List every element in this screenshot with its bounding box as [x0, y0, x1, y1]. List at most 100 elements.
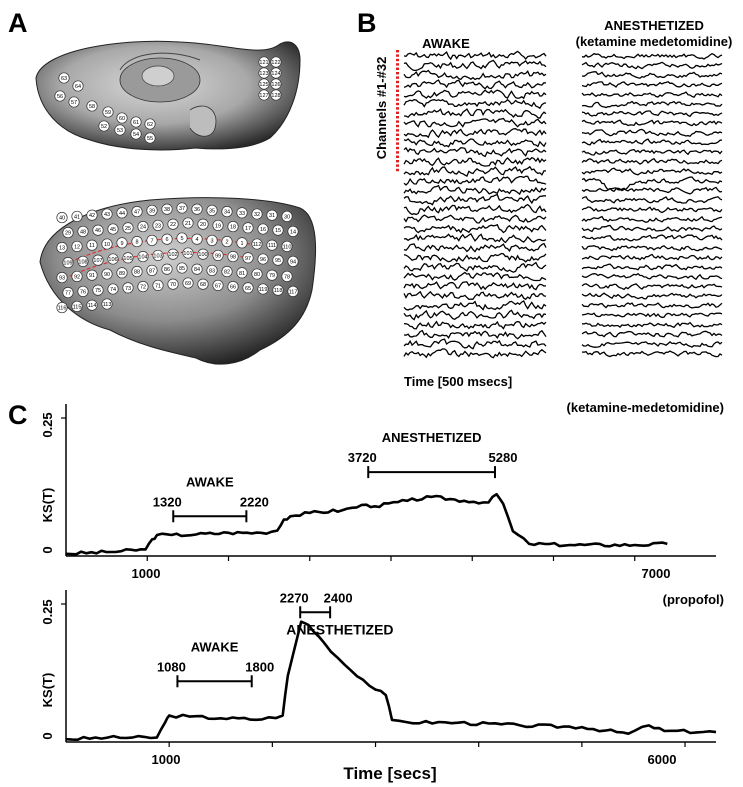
- ks-series-line: [65, 492, 668, 556]
- electrode-number: 3: [210, 238, 213, 244]
- x-tick-label-1000: 1000: [132, 566, 161, 581]
- electrode-number: 76: [80, 289, 86, 295]
- channel-trace: [581, 186, 723, 195]
- electrode-number: 116: [58, 306, 67, 312]
- electrode-number: 10: [104, 242, 110, 248]
- electrode-marker: 100: [197, 248, 209, 260]
- channel-marker: [396, 120, 399, 123]
- electrode-number: 90: [104, 272, 110, 278]
- ks-series-line: [65, 620, 717, 741]
- electrode-marker: 42: [86, 209, 98, 221]
- interval-marker: 1320 2220 AWAKE: [153, 474, 269, 523]
- channel-marker: [396, 54, 399, 57]
- electrode-number: 31: [269, 213, 275, 219]
- electrode-number: 6: [165, 237, 168, 243]
- channel-marker: [396, 168, 399, 172]
- electrode-marker: 61: [130, 116, 142, 128]
- electrode-marker: 21: [182, 217, 194, 229]
- electrode-number: 123: [259, 71, 268, 77]
- channel-marker: [396, 111, 399, 114]
- electrode-number: 106: [108, 257, 117, 263]
- electrode-marker: 84: [191, 263, 203, 275]
- channel-trace: [403, 338, 547, 350]
- electrode-marker: 58: [86, 100, 98, 112]
- electrode-number: 54: [133, 132, 139, 138]
- channel-trace: [581, 263, 723, 271]
- electrode-number: 20: [200, 222, 206, 228]
- electrode-marker: 19: [212, 219, 224, 231]
- electrode-marker: 11: [86, 239, 98, 251]
- channel-trace: [403, 79, 547, 90]
- channel-trace: [581, 341, 723, 348]
- electrode-marker: 122: [270, 56, 282, 68]
- interval-start-label: 2270: [280, 590, 309, 605]
- interval-end-label: 5280: [489, 450, 518, 465]
- electrode-number: 95: [275, 258, 281, 264]
- electrode-marker: 110: [281, 240, 293, 252]
- channel-trace: [403, 203, 547, 216]
- electrode-marker: 33: [236, 207, 248, 219]
- channel-trace: [581, 91, 723, 98]
- channel-trace: [403, 252, 547, 263]
- electrode-number: 37: [179, 206, 185, 212]
- electrode-marker: 67: [212, 279, 224, 291]
- electrode-number: 35: [209, 208, 215, 214]
- electrode-number: 108: [78, 259, 87, 265]
- electrode-number: 86: [164, 267, 170, 273]
- electrode-marker: 68: [197, 278, 209, 290]
- channel-trace: [581, 292, 723, 300]
- channel-trace: [403, 242, 547, 253]
- electrode-marker: 25: [122, 222, 134, 234]
- electrode-number: 113: [103, 302, 112, 308]
- anesthetized-subtitle: (ketamine medetomidine): [576, 34, 733, 49]
- channel-trace: [403, 89, 547, 100]
- channel-marker: [396, 133, 399, 136]
- electrode-marker: 101: [182, 247, 194, 259]
- channel-trace: [403, 165, 547, 177]
- electrode-number: 66: [230, 285, 236, 291]
- electrode-number: 48: [80, 229, 86, 235]
- channel-marker: [396, 58, 399, 62]
- electrode-number: 12: [74, 244, 80, 250]
- electrode-number: 9: [120, 241, 123, 247]
- channel-trace: [403, 320, 547, 330]
- electrode-marker: 55: [144, 132, 156, 144]
- electrode-number: 30: [284, 214, 290, 220]
- electrode-number: 96: [260, 257, 266, 263]
- electrode-number: 32: [254, 212, 260, 218]
- electrode-number: 22: [170, 222, 176, 228]
- electrode-number: 77: [65, 291, 71, 297]
- electrode-marker: 12: [71, 240, 83, 252]
- y-tick-label-min: 0: [40, 546, 55, 553]
- electrode-number: 25: [125, 226, 131, 232]
- electrode-number: 88: [134, 270, 140, 276]
- channel-marker: [396, 85, 399, 88]
- electrode-number: 63: [61, 76, 67, 82]
- electrode-number: 58: [89, 104, 95, 110]
- channel-trace: [581, 312, 723, 319]
- electrode-marker: 83: [206, 264, 218, 276]
- channel-trace: [581, 321, 723, 329]
- channel-trace: [403, 69, 547, 81]
- electrode-marker: 114: [86, 299, 98, 311]
- channel-marker: [396, 155, 399, 158]
- x-axis-label: Time [secs]: [343, 764, 436, 783]
- electrode-number: 42: [89, 213, 95, 219]
- channel-trace: [581, 138, 723, 146]
- channel-marker: [396, 160, 399, 163]
- electrode-marker: 79: [266, 269, 278, 281]
- electrode-marker: 7: [146, 234, 158, 246]
- electrode-number: 16: [260, 227, 266, 233]
- electrode-number: 80: [254, 272, 260, 278]
- electrode-marker: 82: [221, 266, 233, 278]
- channel-trace: [581, 176, 723, 193]
- interval-markers: 1080 1800 AWAKE 2270 2400 ANESTHETIZED: [157, 590, 394, 688]
- electrode-marker: 97: [242, 252, 254, 264]
- electrode-marker: 52: [98, 120, 110, 132]
- interval-markers: 1320 2220 AWAKE 3720 5280 ANESTHETIZED: [153, 430, 518, 523]
- electrode-marker: 10: [101, 238, 113, 250]
- electrode-marker: 65: [242, 282, 254, 294]
- electrode-number: 23: [155, 223, 161, 229]
